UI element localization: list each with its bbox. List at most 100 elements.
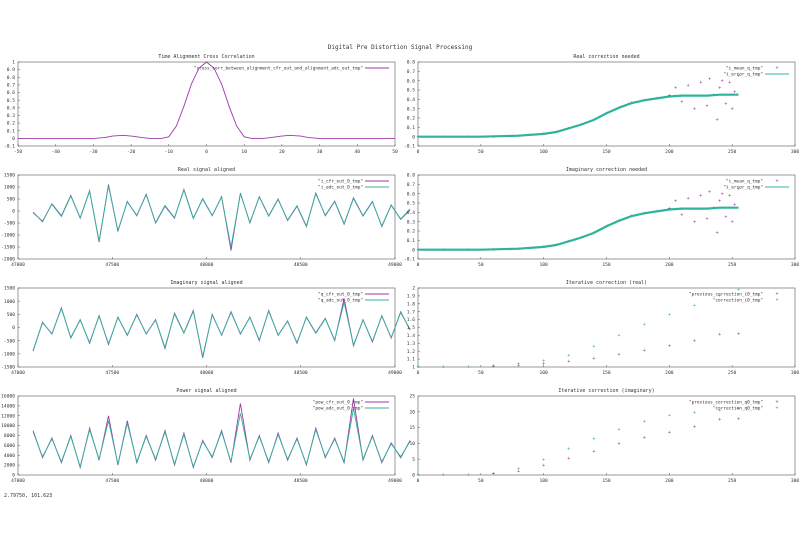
x-tick-label: 40 (355, 149, 361, 155)
series-2 (418, 206, 739, 251)
series-1: + + + + + + +++++++ + + +++++++++++++++++ (416, 74, 739, 141)
chart-imag-correction: Imaginary correction needed 0 50 100 150 200 2… (404, 167, 799, 268)
x-tick-label: 0 (417, 262, 420, 268)
y-tick-label: 1 (12, 60, 15, 66)
x-tick-label: 48500 (294, 262, 308, 268)
chart-iter-real: Iterative correction (real) 0 50 100 150 200 2… (407, 280, 800, 376)
x-tick-label: 30 (317, 149, 323, 155)
x-tick-label: 150 (602, 149, 611, 155)
x-tick-label: 250 (728, 370, 737, 376)
y-tick-label: 500 (7, 312, 16, 318)
y-tick-label: 0.7 (407, 69, 416, 75)
y-tick-label: -0.1 (4, 144, 15, 150)
data-point: + (724, 215, 727, 221)
y-tick-label: 2000 (4, 463, 15, 469)
legend-label: "previous_correction_q0_tmp" (689, 400, 763, 406)
y-tick-label: 1000 (4, 185, 15, 191)
data-point: + (693, 106, 696, 112)
data-point: + (442, 473, 445, 479)
y-tick-label: 1.1 (407, 357, 416, 363)
data-point: + (416, 365, 419, 371)
legend-label: "correction_q0_tmp" (713, 406, 763, 412)
data-point: + (724, 102, 727, 108)
data-point: + (708, 76, 711, 82)
series-2 (32, 408, 411, 469)
data-point: + (668, 413, 671, 419)
y-tick-label: 0.3 (407, 219, 416, 225)
y-tick-label: 1.2 (407, 349, 416, 355)
data-point: + (416, 473, 419, 479)
x-tick-label: 200 (665, 149, 674, 155)
y-tick-label: 0.8 (7, 75, 16, 81)
x-tick-label: -30 (89, 149, 98, 155)
x-tick-label: 20 (279, 149, 285, 155)
series-line (418, 93, 739, 138)
x-tick-label: 50 (392, 149, 398, 155)
x-tick-label: -10 (165, 149, 174, 155)
data-point: + (718, 199, 721, 205)
x-tick-label: 48000 (200, 262, 214, 268)
data-point: + (718, 408, 721, 414)
chart-title: Power signal aligned (176, 388, 236, 394)
series-2: ++++++++++++++ (416, 406, 739, 478)
data-point: + (492, 364, 495, 370)
y-tick-label: 15 (409, 425, 415, 431)
legend-swatch: + (775, 406, 778, 412)
series-line (32, 408, 411, 469)
x-tick-label: 250 (728, 478, 737, 484)
data-point: + (567, 353, 570, 359)
data-point: + (592, 449, 595, 455)
series-line (32, 185, 411, 248)
y-tick-label: 0.4 (7, 105, 16, 111)
chart-imag-signal: Imaginary signal aligned 47000 47500 48000 4… (1, 280, 411, 376)
data-point: + (737, 406, 740, 412)
chart-title: Iterative correction (imaginary) (558, 388, 654, 394)
y-tick-label: 0.6 (7, 90, 16, 96)
data-point: + (716, 117, 719, 123)
chart-title: Imaginary signal aligned (170, 280, 242, 286)
chart-power-signal: Power signal aligned 47000 47500 48000 48500… (1, 388, 411, 484)
x-tick-label: 47500 (105, 262, 119, 268)
chart-xcorr: Time Alignment Cross Correlation -50 -40 -3… (4, 54, 398, 155)
x-tick-label: 0 (417, 370, 420, 376)
y-tick-label: 0.2 (7, 121, 16, 127)
y-tick-label: 0.8 (407, 173, 416, 179)
y-tick-label: 0.5 (407, 88, 416, 94)
x-tick-label: 300 (791, 478, 800, 484)
x-tick-label: 0 (417, 478, 420, 484)
x-tick-label: 50 (478, 370, 484, 376)
x-tick-label: 300 (791, 370, 800, 376)
data-point: + (592, 356, 595, 362)
y-tick-label: 1.8 (407, 301, 416, 307)
data-point: + (674, 86, 677, 92)
y-tick-label: 0 (12, 473, 15, 479)
y-tick-label: 0.1 (7, 128, 16, 134)
data-point: + (416, 473, 419, 479)
data-point: + (492, 472, 495, 478)
data-point: + (517, 363, 520, 369)
legend-swatch: + (775, 400, 778, 406)
y-tick-label: -1000 (1, 233, 15, 239)
data-point: + (737, 287, 740, 293)
y-tick-label: 1500 (4, 173, 15, 179)
y-tick-label: 0 (412, 247, 415, 253)
series-2 (418, 93, 739, 138)
y-tick-label: -2000 (1, 257, 15, 263)
x-tick-label: 150 (602, 478, 611, 484)
data-point: + (668, 312, 671, 318)
series-line (32, 184, 411, 251)
data-point: + (517, 466, 520, 472)
series-1 (32, 184, 411, 251)
x-tick-label: 200 (665, 262, 674, 268)
chart-title: Real signal aligned (178, 167, 235, 173)
data-point: + (668, 343, 671, 349)
y-tick-label: -0.1 (404, 257, 415, 263)
legend-label: "q_cfr_out_0_tmp" (318, 292, 363, 298)
data-point: + (693, 219, 696, 225)
y-tick-label: 0.4 (407, 210, 416, 216)
legend-swatch: + (775, 292, 778, 298)
y-tick-label: 0.5 (407, 201, 416, 207)
charts-area: Time Alignment Cross Correlation -50 -40 -3… (1, 54, 799, 484)
y-tick-label: 8000 (4, 433, 15, 439)
